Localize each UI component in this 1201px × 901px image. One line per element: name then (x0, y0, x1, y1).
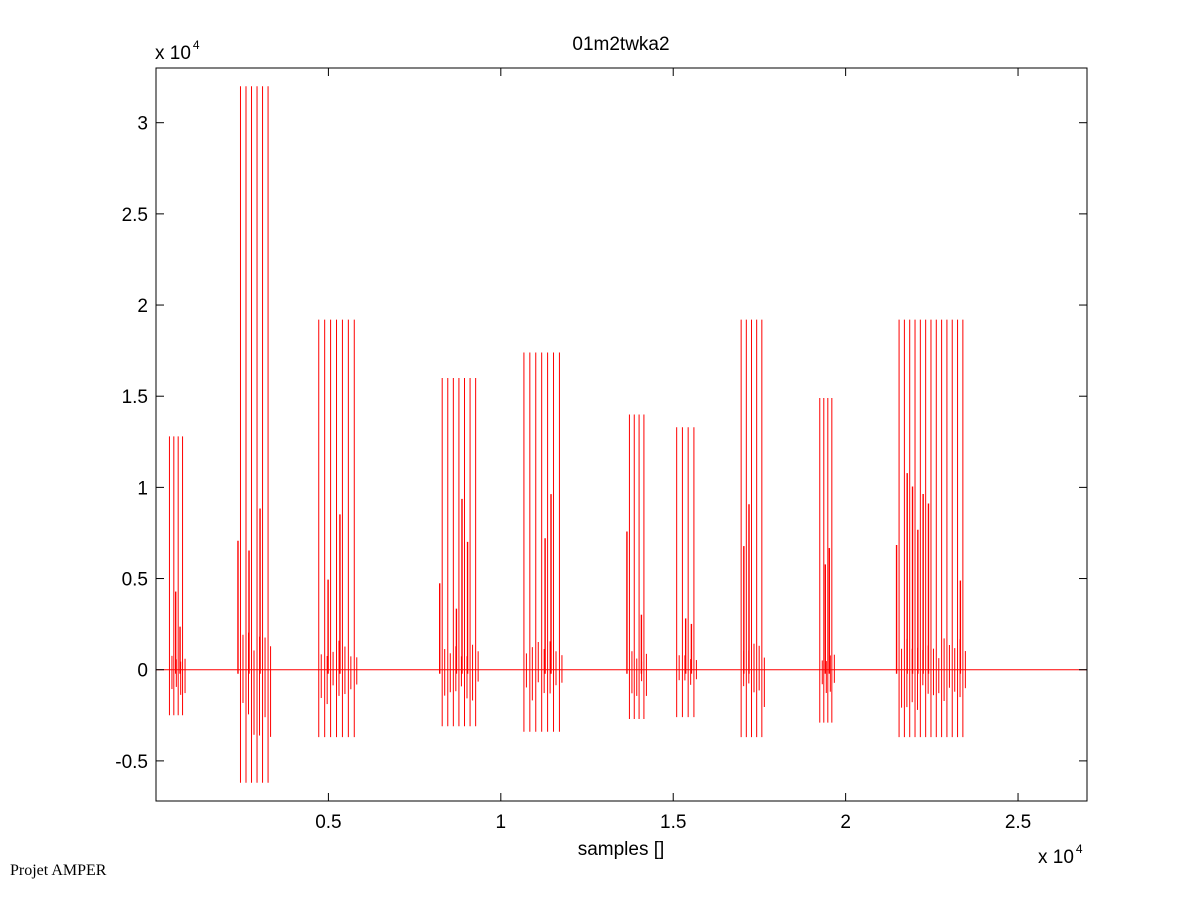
y-axis-multiplier: x 10 4 (155, 38, 200, 64)
x-axis-multiplier: x 10 4 (1038, 842, 1083, 868)
y-tick-label: 1.5 (122, 387, 148, 408)
y-tick-label: 0.5 (122, 570, 148, 591)
axes-frame (155, 67, 1088, 802)
x-tick-label: 2 (840, 812, 851, 833)
y-tick-label: 1 (137, 478, 148, 499)
x-tick-label: 1.5 (660, 812, 686, 833)
y-tick-label: 3 (137, 114, 148, 135)
x-tick-label: 1 (496, 812, 507, 833)
x-axis-ticks: 0.5 1 1.5 2 2.5 (315, 68, 1031, 833)
y-tick-label: 0 (137, 661, 148, 682)
y-axis-ticks: -0.5 0 0.5 1 1.5 2 2.5 3 (115, 114, 1087, 773)
footer-credit: Projet AMPER (10, 862, 107, 879)
y-tick-label: -0.5 (115, 752, 148, 773)
x-axis-label: samples [] (578, 839, 665, 860)
axes-background (156, 68, 1087, 801)
signal-series (168, 86, 966, 783)
x-tick-label: 0.5 (315, 812, 341, 833)
y-tick-label: 2.5 (122, 205, 148, 226)
y-tick-label: 2 (137, 296, 148, 317)
chart-title: 01m2twka2 (572, 34, 669, 55)
x-tick-label: 2.5 (1005, 812, 1031, 833)
